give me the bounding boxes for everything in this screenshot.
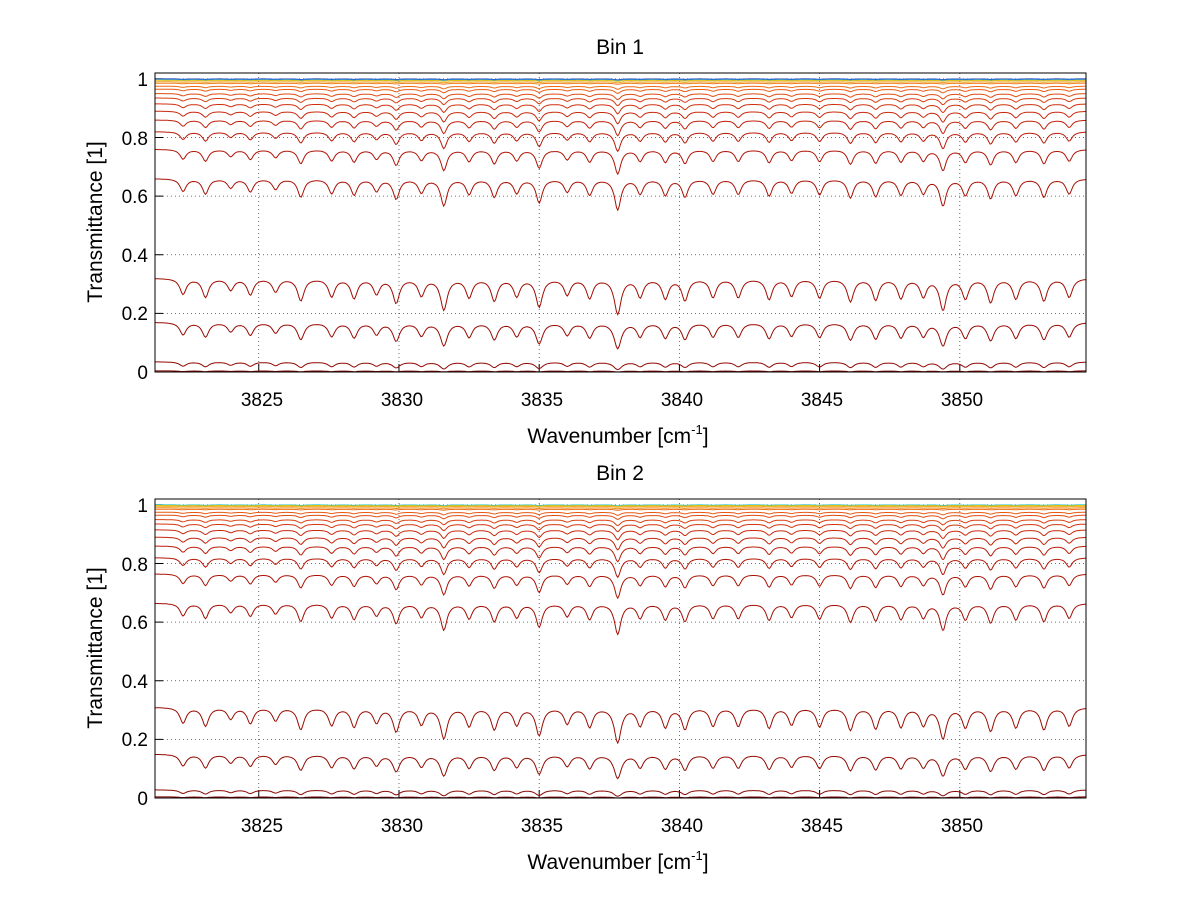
x-axis-label: Wavenumber [cm-1]: [527, 848, 708, 874]
y-tick-label: 1: [137, 70, 148, 91]
x-tick-label: 3835: [521, 390, 563, 411]
y-tick-label: 0.4: [122, 246, 149, 267]
series-line-layer-8: [155, 519, 1086, 527]
series-line-layer-13: [155, 131, 1087, 153]
y-tick-label: 0.4: [122, 672, 149, 693]
plot-frame: [154, 72, 1087, 373]
x-tick-label: 3825: [241, 816, 283, 837]
series-line-layer-5: [155, 82, 1086, 85]
x-tick-label: 3830: [381, 390, 423, 411]
series-line-layer-16: [155, 707, 1087, 745]
x-tick-label: 3835: [521, 816, 563, 837]
x-tick-label: 3850: [941, 390, 983, 411]
series-line-layer-1: [155, 78, 1086, 81]
series-line-layer-17: [155, 322, 1087, 350]
y-ticks-bin-1: 0 0.2 0.4 0.6 0.8 1: [122, 70, 149, 384]
y-tick-label: 0.2: [122, 304, 148, 325]
y-tick-label: 0.8: [122, 129, 148, 150]
x-tick-label: 3825: [241, 390, 283, 411]
series-line-layer-4: [155, 507, 1086, 510]
y-axis-label: Transmittance [1]: [84, 567, 107, 728]
y-tick-label: 0: [137, 789, 148, 810]
series-line-layer-11: [155, 536, 1086, 551]
series-line-layer-18: [155, 361, 1086, 371]
chart-title: Bin 2: [596, 462, 644, 485]
x-ticks-bin-2: 3825 3830 3835 3840 3845 3850: [241, 816, 983, 837]
series-line-layer-11: [155, 110, 1086, 125]
series-line-layer-8: [155, 93, 1086, 101]
series-line-layer-15: [155, 603, 1087, 636]
x-tick-label: 3850: [941, 816, 983, 837]
y-tick-label: 0.8: [122, 555, 148, 576]
series-line-layer-7: [155, 514, 1086, 520]
series-line-layer-10: [155, 103, 1086, 115]
series-line-layer-14: [155, 149, 1087, 176]
y-tick-label: 1: [137, 496, 148, 517]
series-line-layer-2: [155, 504, 1086, 508]
series-line-layer-15: [154, 178, 1087, 212]
series-line-layer-18: [155, 789, 1086, 797]
x-tick-label: 3845: [801, 390, 843, 411]
series-line-layer-14: [154, 573, 1087, 600]
x-axis-label: Wavenumber [cm-1]: [527, 422, 708, 448]
series-line-layer-16: [154, 278, 1087, 316]
x-tick-label: 3830: [381, 816, 423, 837]
chart-bin-1: Bin 1 3825 3830 3835 3840 3845 3850 0 0.…: [84, 36, 1087, 448]
series-line-layer-9: [155, 523, 1086, 533]
y-tick-label: 0.2: [122, 730, 148, 751]
series-line-layer-6: [155, 511, 1086, 516]
series-line-layer-13: [155, 557, 1087, 579]
y-tick-label: 0: [137, 363, 148, 384]
series-line-layer-1: [155, 504, 1086, 507]
y-ticks-bin-2: 0 0.2 0.4 0.6 0.8 1: [122, 496, 149, 810]
series-line-layer-3: [155, 505, 1086, 508]
y-tick-label: 0.6: [122, 187, 148, 208]
series-line-layer-4: [155, 81, 1086, 84]
series-line-layer-5: [155, 508, 1086, 511]
y-tick-label: 0.6: [122, 613, 148, 634]
series-line-layer-12: [155, 119, 1087, 137]
series-line-layer-6: [155, 85, 1086, 90]
series-line-layer-17: [154, 753, 1087, 780]
series-line-layer-3: [155, 79, 1086, 82]
series-line-layer-9: [155, 97, 1086, 107]
plot-frame: [154, 498, 1087, 799]
x-tick-label: 3840: [661, 390, 703, 411]
x-ticks-bin-1: 3825 3830 3835 3840 3845 3850: [241, 390, 983, 411]
series-line-layer-10: [155, 529, 1086, 541]
chart-bin-2: Bin 2 3825 3830 3835 3840 3845 3850 0 0.…: [84, 462, 1087, 874]
series-bin-1: [154, 78, 1087, 373]
y-axis-label: Transmittance [1]: [84, 141, 107, 302]
series-line-layer-12: [155, 545, 1087, 563]
series-line-layer-2: [155, 78, 1086, 82]
chart-title: Bin 1: [596, 36, 644, 59]
series-line-layer-7: [155, 88, 1086, 94]
x-tick-label: 3845: [801, 816, 843, 837]
x-tick-label: 3840: [661, 816, 703, 837]
